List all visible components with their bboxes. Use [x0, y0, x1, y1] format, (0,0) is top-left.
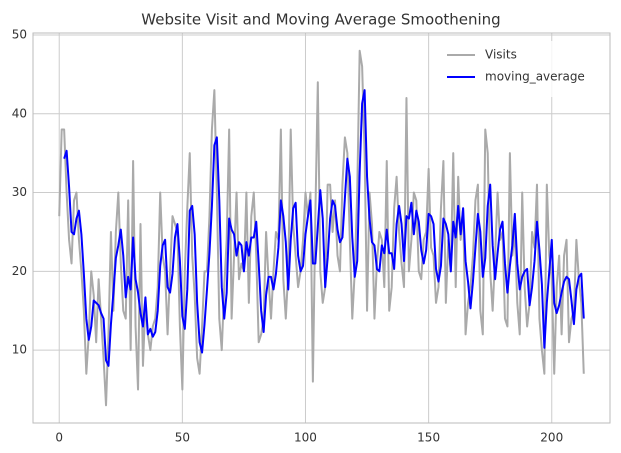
series-line — [63, 89, 585, 367]
y-tick-label: 10 — [12, 343, 27, 357]
chart-title: Website Visit and Moving Average Smoothe… — [141, 11, 500, 29]
y-tick-label: 30 — [12, 185, 27, 199]
legend-label: Visits — [485, 48, 517, 62]
series-line — [58, 49, 585, 407]
x-tick-label: 100 — [294, 431, 317, 445]
legend-label: moving_average — [485, 70, 585, 84]
plot-area — [32, 32, 611, 424]
legend-box — [437, 41, 602, 97]
y-tick-label: 20 — [12, 264, 27, 278]
x-tick-label: 0 — [55, 431, 63, 445]
x-tick-label: 50 — [175, 431, 190, 445]
x-tick-label: 150 — [417, 431, 440, 445]
y-tick-label: 50 — [12, 27, 27, 41]
x-tick-label: 200 — [540, 431, 563, 445]
y-tick-label: 40 — [12, 106, 27, 120]
